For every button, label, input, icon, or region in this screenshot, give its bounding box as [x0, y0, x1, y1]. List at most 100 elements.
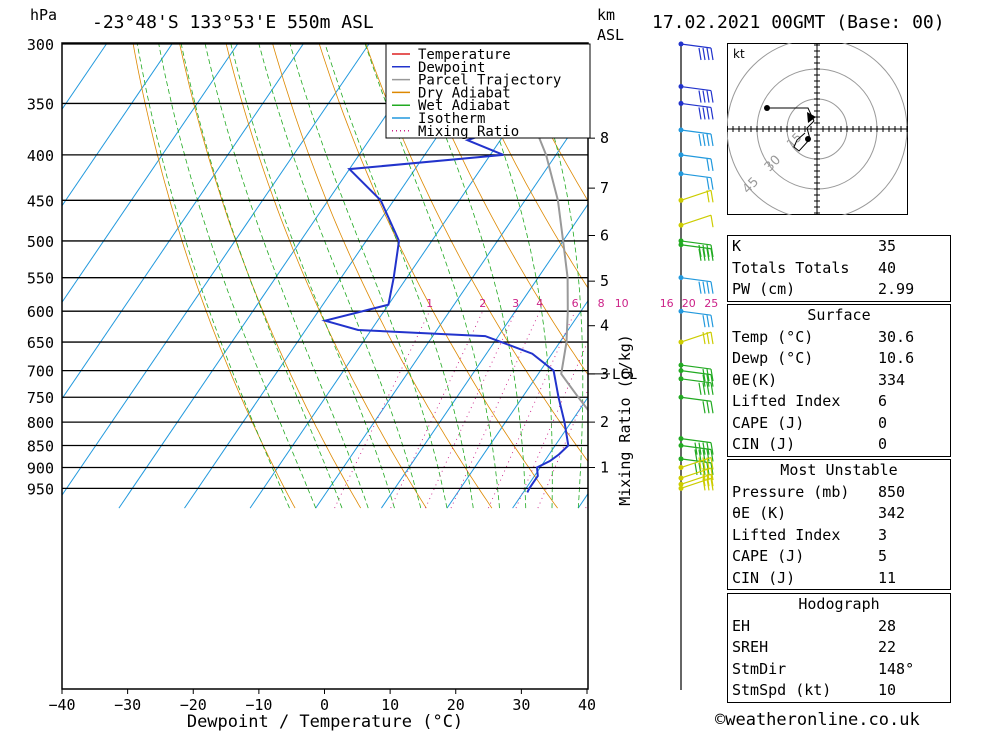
wind-barb-feather [710, 133, 714, 147]
wind-barb-feather [710, 478, 714, 491]
wind-barb-feather [694, 442, 698, 455]
wind-barb [680, 43, 714, 61]
index-label: CIN (J) [732, 568, 796, 587]
index-table-surface: Surface Temp (°C) 30.6 Dewp (°C) 10.6 θE(K… [727, 304, 951, 457]
hodo-row: StmDir 148° [728, 659, 950, 681]
wind-barb-feather [702, 107, 706, 120]
hodograph-unit-label: kt [733, 47, 745, 61]
index-label: Pressure (mb) [732, 482, 850, 501]
index-label: Totals Totals [732, 258, 850, 277]
wind-barb-feather [710, 190, 714, 203]
wind-barb [680, 458, 714, 475]
wind-barb-feather [702, 467, 706, 481]
pressure-tick-label: 650 [27, 334, 54, 352]
storm-motion-dot [805, 136, 811, 142]
wind-barb [680, 277, 714, 294]
wind-barb-feather [710, 462, 714, 475]
index-label: SREH [732, 638, 769, 656]
mu-row: CIN (J) 11 [728, 568, 950, 590]
wind-barb-feather [706, 281, 710, 294]
height-unit-label: km [597, 6, 616, 24]
mixing-ratio-label: 6 [572, 297, 579, 310]
wind-barb-feather [706, 331, 710, 345]
pressure-tick-label: 350 [27, 95, 54, 113]
index-value: 30.6 [878, 327, 915, 346]
wind-barb-staff [680, 173, 712, 179]
wind-barb-feather [702, 315, 706, 328]
height-tick-label: 6 [600, 226, 609, 244]
index-label: K [732, 237, 742, 255]
wind-barb-feather [702, 248, 706, 261]
wind-barb [680, 129, 714, 147]
wind-barb-feather [698, 248, 702, 261]
wind-barb-feather [710, 281, 714, 294]
wind-barb-feather [702, 368, 706, 382]
wind-barb-staff [680, 370, 712, 376]
mixing-ratio-label: 25 [704, 297, 718, 310]
index-value: 10 [878, 681, 897, 699]
wet-adiabat-line [289, 43, 448, 509]
x-tick-label: −20 [180, 696, 207, 714]
wind-barb-staff [680, 310, 712, 316]
surface-row: Lifted Index 6 [728, 391, 950, 413]
wind-barb-feather [706, 190, 710, 203]
mixing-ratio-label: 10 [615, 297, 629, 310]
dry-adiabat-line [505, 43, 588, 202]
height-tick-label: 5 [600, 272, 609, 290]
pressure-unit-label: hPa [30, 6, 58, 24]
wind-barb [680, 396, 714, 414]
wet-adiabat-line [525, 43, 584, 509]
index-label: PW (cm) [732, 280, 796, 298]
wind-barb-feather [702, 457, 706, 470]
wind-barb-feather [698, 133, 702, 147]
wind-barb-feather [710, 90, 714, 103]
parcel-trajectory-line [493, 56, 588, 412]
surface-row: Temp (°C) 30.6 [728, 327, 950, 349]
index-value: 0 [878, 435, 888, 453]
wind-barb-feather [710, 474, 714, 487]
wind-barb [680, 456, 714, 470]
height-tick-label: 2 [600, 413, 609, 431]
pressure-tick-label: 550 [27, 270, 54, 288]
index-value: 2.99 [878, 280, 915, 298]
index-value: 28 [878, 616, 897, 635]
pressure-tick-label: 700 [27, 363, 54, 381]
wind-barb-feather [706, 158, 710, 172]
wind-barb [680, 444, 714, 462]
wind-barb [680, 214, 714, 228]
x-tick-label: −10 [245, 696, 272, 714]
wind-barb-staff [680, 85, 712, 92]
index-row-totals: Totals Totals 40 [728, 258, 950, 280]
wind-barb-feather [710, 244, 714, 258]
index-label: CAPE (J) [732, 413, 805, 432]
wind-barb-feather [710, 331, 714, 345]
wet-adiabat-line [411, 43, 527, 509]
wind-barb-feather [706, 315, 710, 328]
x-tick-label: 0 [320, 696, 329, 714]
wind-barb [680, 102, 714, 120]
wind-barb-feather [710, 177, 714, 190]
wind-barb [680, 473, 714, 487]
wind-barb-feather [710, 215, 714, 228]
pressure-tick-label: 750 [27, 389, 54, 407]
wind-barb-feather [710, 47, 714, 61]
wind-barb-feather [710, 449, 714, 462]
wind-barb [680, 370, 714, 387]
wind-barb [680, 477, 714, 491]
wind-barb-feather [706, 244, 710, 258]
mixing-ratio-label: 4 [536, 297, 543, 310]
wind-barb [680, 244, 714, 261]
x-tick-label: 10 [381, 696, 399, 714]
wind-barb-feather [706, 107, 710, 120]
hodo-row: StmSpd (kt) 10 [728, 680, 950, 702]
mixing-ratio-line [487, 311, 576, 509]
x-tick-label: 20 [447, 696, 465, 714]
copyright-link[interactable]: ©weatheronline.co.uk [715, 710, 920, 730]
wind-barb-feather [706, 374, 710, 387]
x-tick-label: 30 [512, 696, 530, 714]
wind-barb-staff [680, 43, 712, 49]
index-label: θE (K) [732, 504, 787, 522]
wind-barb-staff [680, 467, 712, 479]
index-table-top: K 35 Totals Totals 40 PW (cm) 2.99 [727, 235, 951, 302]
